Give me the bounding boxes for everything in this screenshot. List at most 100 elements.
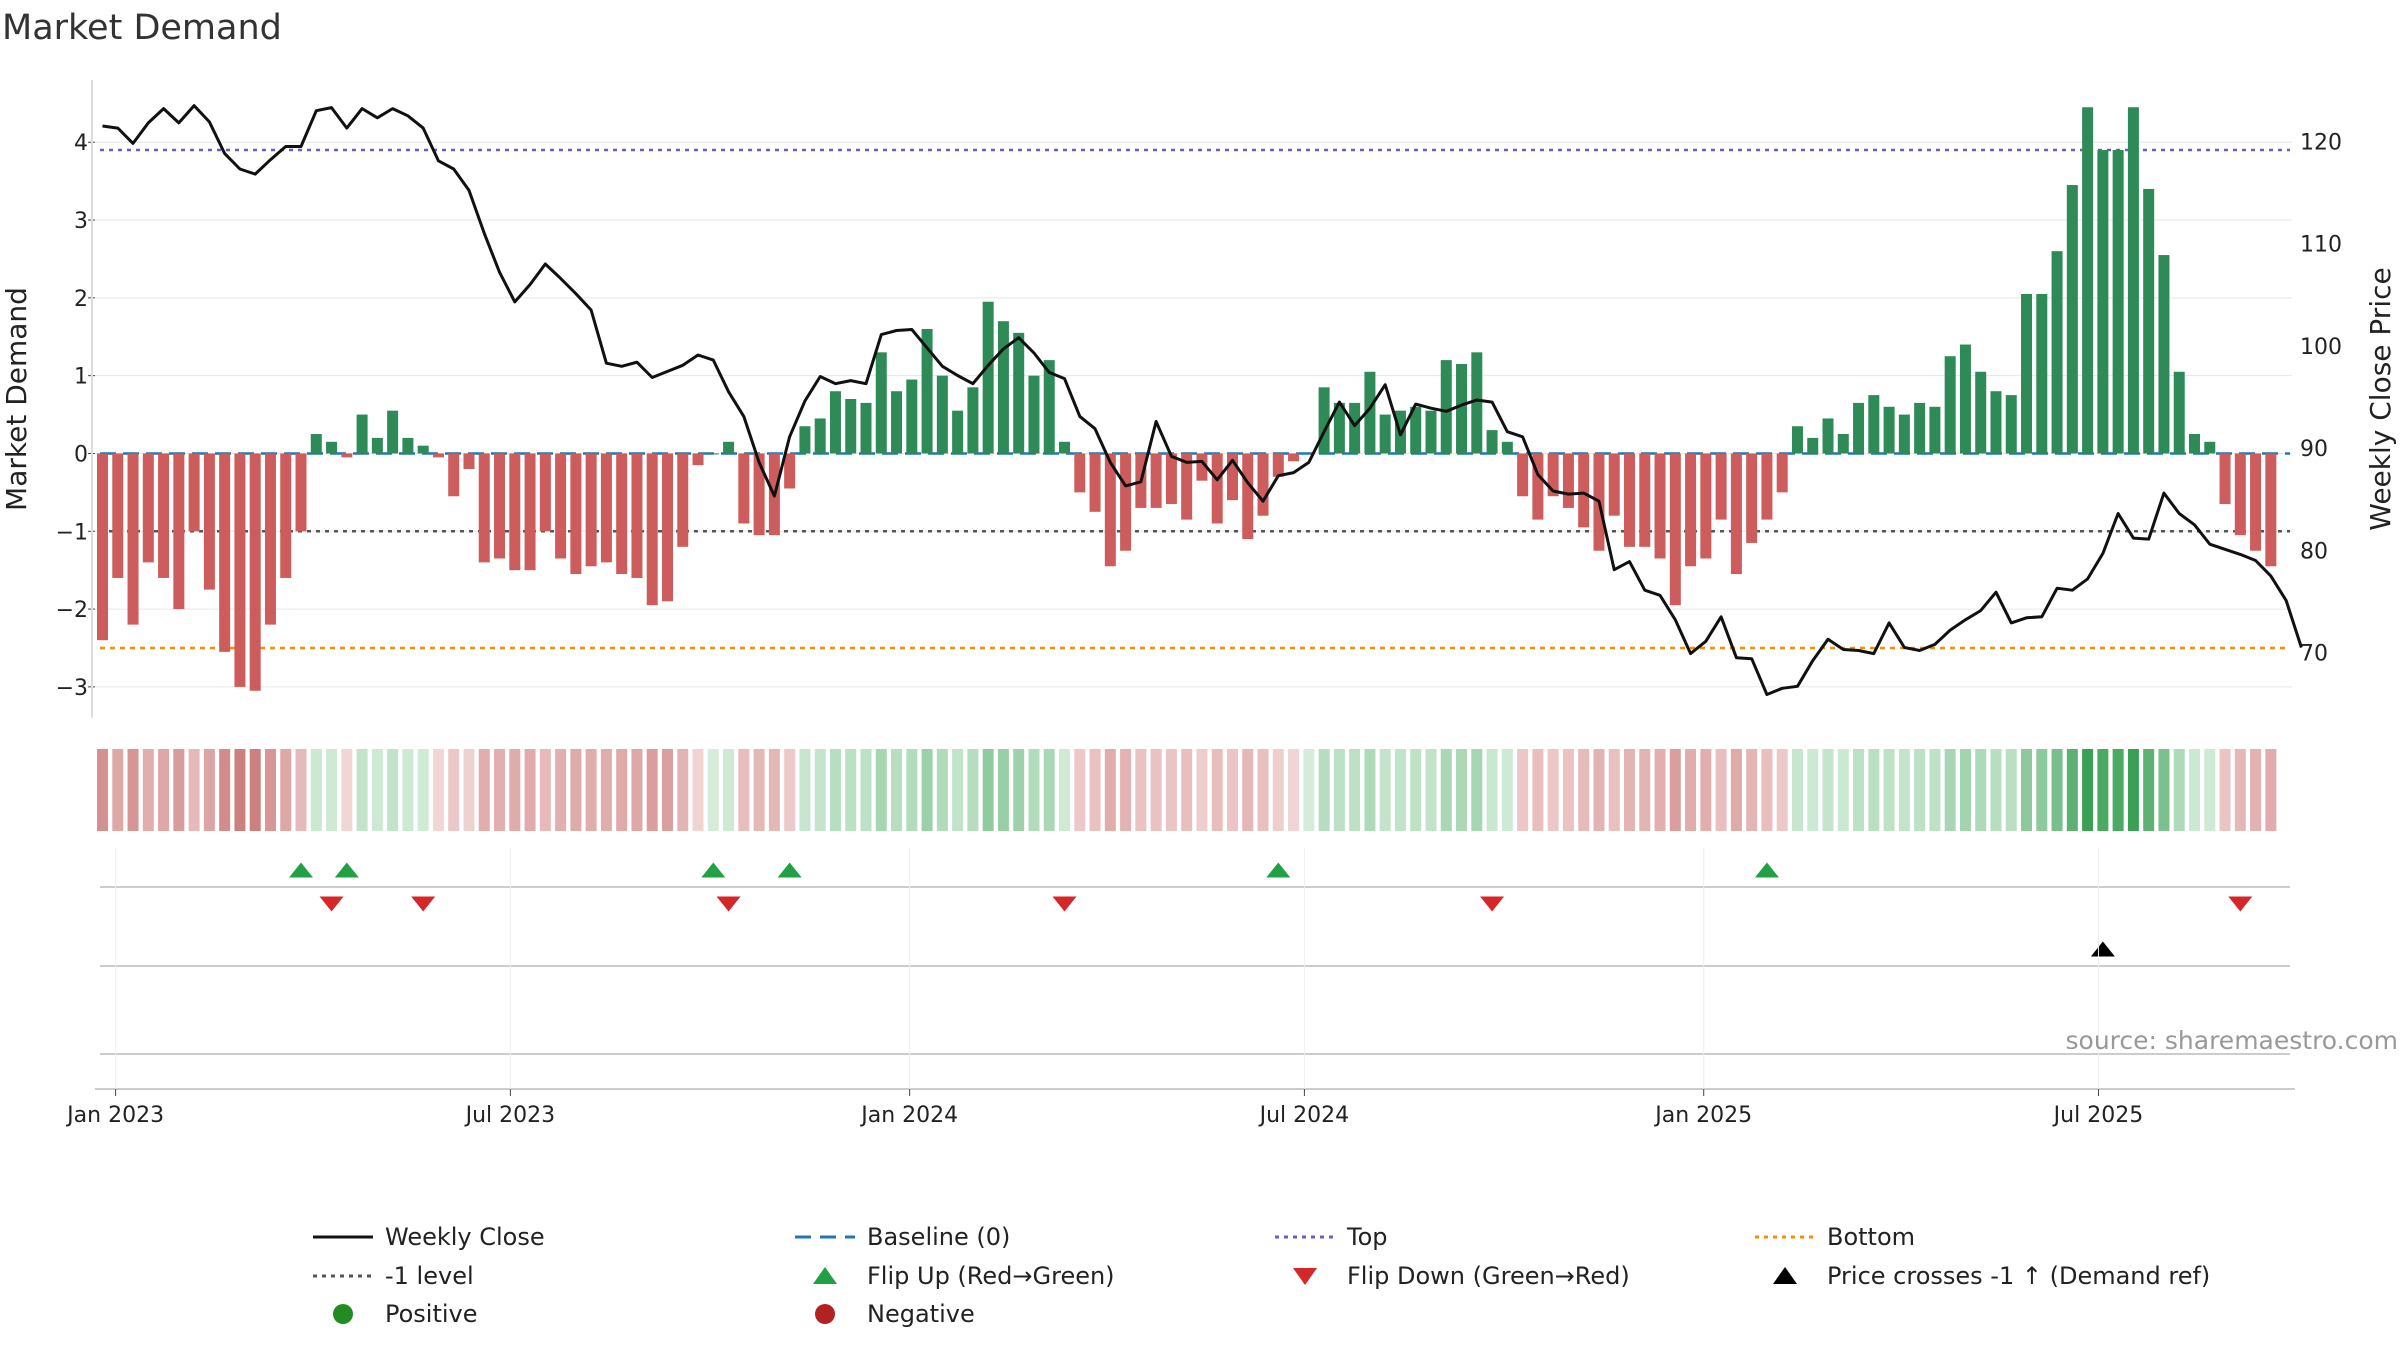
demand-bar xyxy=(1700,453,1712,559)
demand-bar xyxy=(1059,441,1071,454)
heat-cell xyxy=(784,749,796,831)
y-right-tick-label: 90 xyxy=(2300,437,2328,462)
heat-cell xyxy=(1822,749,1834,831)
heat-cell xyxy=(127,749,139,831)
heat-cell xyxy=(326,749,338,831)
heat-cell xyxy=(478,749,490,831)
heat-cell xyxy=(219,749,231,831)
demand-bar xyxy=(906,379,918,454)
demand-bar xyxy=(97,453,108,641)
demand-bar xyxy=(1318,387,1330,454)
demand-bar xyxy=(1471,352,1483,454)
demand-bar xyxy=(707,453,719,455)
x-tick-label: Jul 2024 xyxy=(1258,1103,1350,1128)
demand-bar xyxy=(677,453,689,547)
demand-bar xyxy=(982,301,994,454)
demand-bar xyxy=(371,437,383,454)
flip-down-marker xyxy=(716,896,741,912)
heat-cell xyxy=(1959,749,1971,831)
demand-bar xyxy=(1440,360,1452,454)
heat-cell xyxy=(585,749,597,831)
heat-cell xyxy=(692,749,704,831)
demand-bar xyxy=(2143,188,2155,454)
demand-bar xyxy=(1715,453,1727,520)
demand-bar xyxy=(646,453,658,606)
demand-bar xyxy=(1517,453,1529,497)
demand-bar xyxy=(1959,344,1971,454)
demand-bar xyxy=(2173,371,2185,454)
heat-cell xyxy=(2188,749,2200,831)
demand-bar xyxy=(875,352,887,454)
demand-bar xyxy=(448,453,460,497)
legend-label: Top xyxy=(1346,1223,1388,1251)
demand-bar xyxy=(1120,453,1132,551)
demand-bar xyxy=(341,453,353,458)
heat-cell xyxy=(2250,749,2262,831)
demand-bar xyxy=(1089,453,1101,512)
heat-cell xyxy=(616,749,628,831)
demand-bar xyxy=(921,328,933,454)
demand-bar xyxy=(1211,453,1223,524)
heat-cell xyxy=(1165,749,1177,831)
heat-cell xyxy=(1059,749,1071,831)
demand-bar xyxy=(1608,453,1620,516)
legend-swatch xyxy=(813,1267,837,1284)
legend-flip-down: Flip Down (Green→Red) xyxy=(1293,1262,1630,1290)
demand-bar xyxy=(1379,414,1391,454)
flip-up-marker xyxy=(777,862,802,878)
heat-cell xyxy=(1654,749,1666,831)
legend-swatch xyxy=(815,1304,835,1324)
heat-cell xyxy=(1868,749,1880,831)
heat-cell xyxy=(555,749,567,831)
heat-cell xyxy=(2036,749,2048,831)
heat-cell xyxy=(188,749,200,831)
heat-cell xyxy=(1013,749,1025,831)
heat-cell xyxy=(1379,749,1391,831)
heat-cell xyxy=(1456,749,1468,831)
demand-bar xyxy=(1242,453,1254,540)
demand-bar xyxy=(494,453,506,559)
heat-cell xyxy=(417,749,429,831)
heat-cell xyxy=(1242,749,1254,831)
x-tick-label: Jan 2024 xyxy=(859,1103,958,1128)
heat-cell xyxy=(1150,749,1162,831)
heat-cell xyxy=(1776,749,1788,831)
heat-cell xyxy=(829,749,841,831)
heat-cell xyxy=(280,749,292,831)
demand-bar xyxy=(1578,453,1590,528)
heat-cell xyxy=(539,749,551,831)
heat-cell xyxy=(1120,749,1132,831)
demand-bars xyxy=(97,107,2277,691)
demand-bar xyxy=(417,445,429,454)
demand-bar xyxy=(1791,426,1803,454)
demand-bar xyxy=(1654,453,1666,559)
demand-bar xyxy=(1624,453,1635,547)
heat-cell xyxy=(1975,749,1987,831)
legend-swatch xyxy=(333,1304,353,1324)
heat-cell xyxy=(1181,749,1193,831)
demand-bar xyxy=(2250,453,2262,551)
demand-bar xyxy=(661,453,673,602)
price-cross-marker xyxy=(2090,941,2115,957)
legend-weekly-close: Weekly Close xyxy=(313,1223,545,1251)
heat-cell xyxy=(1578,749,1590,831)
heat-cell xyxy=(494,749,506,831)
heat-cell xyxy=(2219,749,2231,831)
demand-bar xyxy=(1288,453,1300,462)
demand-bar xyxy=(2127,107,2139,454)
heat-cell xyxy=(509,749,521,831)
y-right-tick-label: 100 xyxy=(2300,335,2342,360)
demand-bar xyxy=(936,375,948,454)
flip-up-marker xyxy=(701,862,726,878)
weekly-close-line xyxy=(102,104,2303,696)
demand-bar xyxy=(997,321,1009,454)
heat-cell xyxy=(249,749,261,831)
heat-cell xyxy=(1639,749,1651,831)
heat-cell xyxy=(2082,749,2094,831)
demand-bar xyxy=(1486,430,1498,454)
demand-bar xyxy=(203,453,215,590)
flip-down-marker xyxy=(2228,896,2253,912)
heat-cell xyxy=(814,749,826,831)
demand-bar xyxy=(387,410,399,454)
